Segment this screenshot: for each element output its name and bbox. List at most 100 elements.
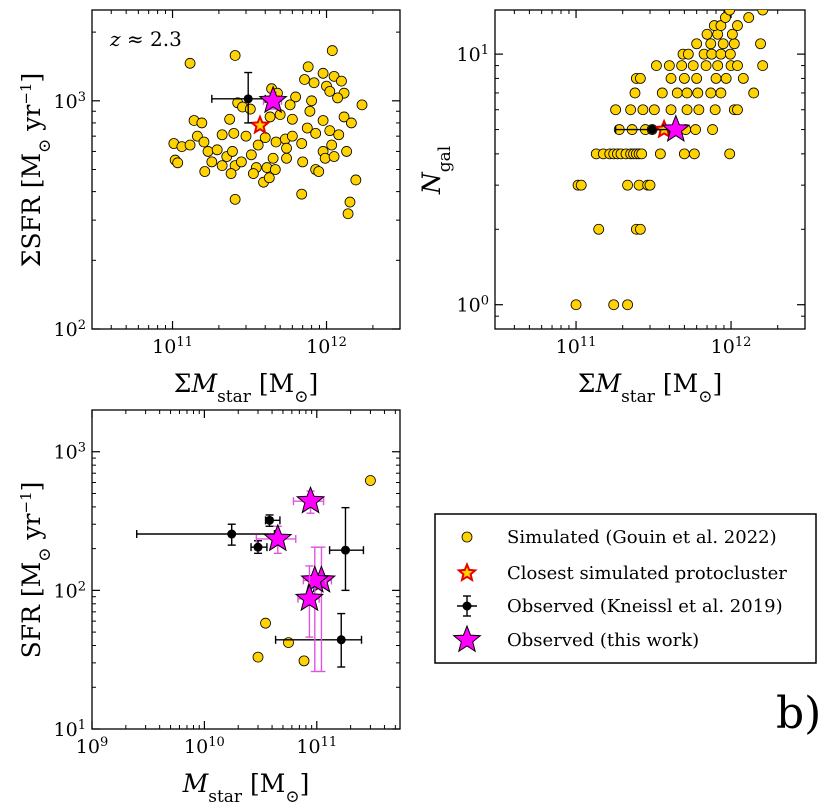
this-work-star <box>300 565 330 593</box>
label-prefix: Σ <box>174 369 192 398</box>
simulated-point <box>681 87 693 99</box>
simulated-point <box>306 95 317 107</box>
simulated-point <box>687 60 699 71</box>
simulated-point <box>313 166 325 177</box>
label-unit: [M <box>242 769 285 798</box>
series-simulated <box>570 10 769 311</box>
simulated-point <box>700 60 712 71</box>
redshift-annotation: z ≈ 2.3 <box>109 27 182 51</box>
simulated-point <box>570 299 582 311</box>
simulated-point <box>757 60 769 71</box>
simulated-point <box>724 48 736 60</box>
simulated-point <box>732 20 743 31</box>
simulated-point <box>665 104 677 116</box>
label-suffix: ] <box>17 482 46 492</box>
simulated-point <box>324 85 336 97</box>
y-tick-label: 101 <box>54 718 86 742</box>
simulated-point <box>286 130 298 142</box>
kneissl-point <box>253 542 263 552</box>
simulated-point <box>707 124 718 135</box>
simulated-point <box>705 87 717 99</box>
simulated-point <box>304 105 316 117</box>
simulated-point <box>724 148 736 160</box>
simulated-point <box>622 179 633 191</box>
x-tick-label: 109 <box>76 735 108 759</box>
simulated-point <box>296 188 308 200</box>
simulated-point <box>216 129 228 141</box>
simulated-point <box>634 223 646 235</box>
simulated-point <box>324 125 336 137</box>
simulated-point <box>705 38 717 50</box>
this-work-star <box>258 85 288 114</box>
simulated-point <box>629 87 641 99</box>
tick-exponent: 3 <box>78 440 86 455</box>
kneissl-point <box>340 545 350 555</box>
simulated-point <box>260 617 271 629</box>
x-tick-label: 1011 <box>296 735 337 759</box>
tick-base: 10 <box>556 336 580 358</box>
series-observed-this-work <box>258 85 288 114</box>
y-tick-label: 103 <box>54 89 86 113</box>
simulated-point <box>743 12 755 23</box>
simulated-point <box>229 50 241 61</box>
label-unit: [M <box>251 369 294 398</box>
simulated-point <box>298 655 310 667</box>
label-unit-subscript: ⊙ <box>285 787 299 805</box>
x-axis-label: ΣMstar [M⊙] <box>174 369 318 407</box>
simulated-point <box>692 87 704 99</box>
simulated-point <box>651 60 662 71</box>
legend-marker-star <box>452 624 482 653</box>
simulated-point <box>269 164 281 175</box>
label-suffix: ] <box>17 73 46 83</box>
simulated-point <box>732 60 743 71</box>
x-tick-label: 1012 <box>306 335 347 359</box>
label-unit: [M <box>655 369 698 398</box>
label-unit-subscript: ⊙ <box>294 387 308 407</box>
simulated-point <box>701 28 713 40</box>
data-layer <box>570 10 769 311</box>
tick-base: 10 <box>296 736 320 758</box>
simulated-point <box>678 148 690 160</box>
simulated-point <box>259 132 271 143</box>
tick-base: 10 <box>184 736 208 758</box>
simulated-point <box>691 38 703 50</box>
simulated-point <box>342 208 354 220</box>
simulated-point <box>338 111 350 123</box>
simulated-point <box>663 60 675 71</box>
simulated-point <box>350 174 362 186</box>
simulated-point <box>317 115 329 126</box>
simulated-point <box>715 48 727 60</box>
simulated-point <box>319 152 331 164</box>
label-prefix: SFR [M <box>17 562 46 659</box>
data-layer <box>168 45 368 220</box>
simulated-point <box>365 475 376 486</box>
plot-frame <box>494 9 806 330</box>
label-subscript: gal <box>435 146 455 172</box>
simulated-point <box>336 75 347 87</box>
y-tick-label: 101 <box>457 43 489 67</box>
x-tick-label: 1011 <box>152 335 193 359</box>
this-work-star <box>263 523 293 552</box>
legend-item-observed-kneissl: Observed (Kneissl et al. 2019) <box>457 595 783 617</box>
legend-label: Closest simulated protocluster <box>507 563 787 584</box>
x-axis-label: ΣMstar [M⊙] <box>578 369 722 407</box>
simulated-point <box>654 148 666 160</box>
simulated-point <box>732 104 743 116</box>
simulated-point <box>356 99 368 111</box>
legend-box <box>434 513 817 664</box>
this-work-star <box>294 583 325 612</box>
simulated-point <box>706 48 718 60</box>
simulated-point <box>676 60 688 71</box>
simulated-point <box>211 144 223 156</box>
simulated-point <box>225 168 237 179</box>
simulated-point <box>757 10 769 16</box>
this-work-star <box>661 114 691 143</box>
legend-marker-star <box>456 561 478 583</box>
minor-ticks <box>495 10 805 329</box>
simulated-point <box>326 45 338 56</box>
simulated-point <box>229 193 241 205</box>
tick-exponent: 10 <box>208 735 225 750</box>
